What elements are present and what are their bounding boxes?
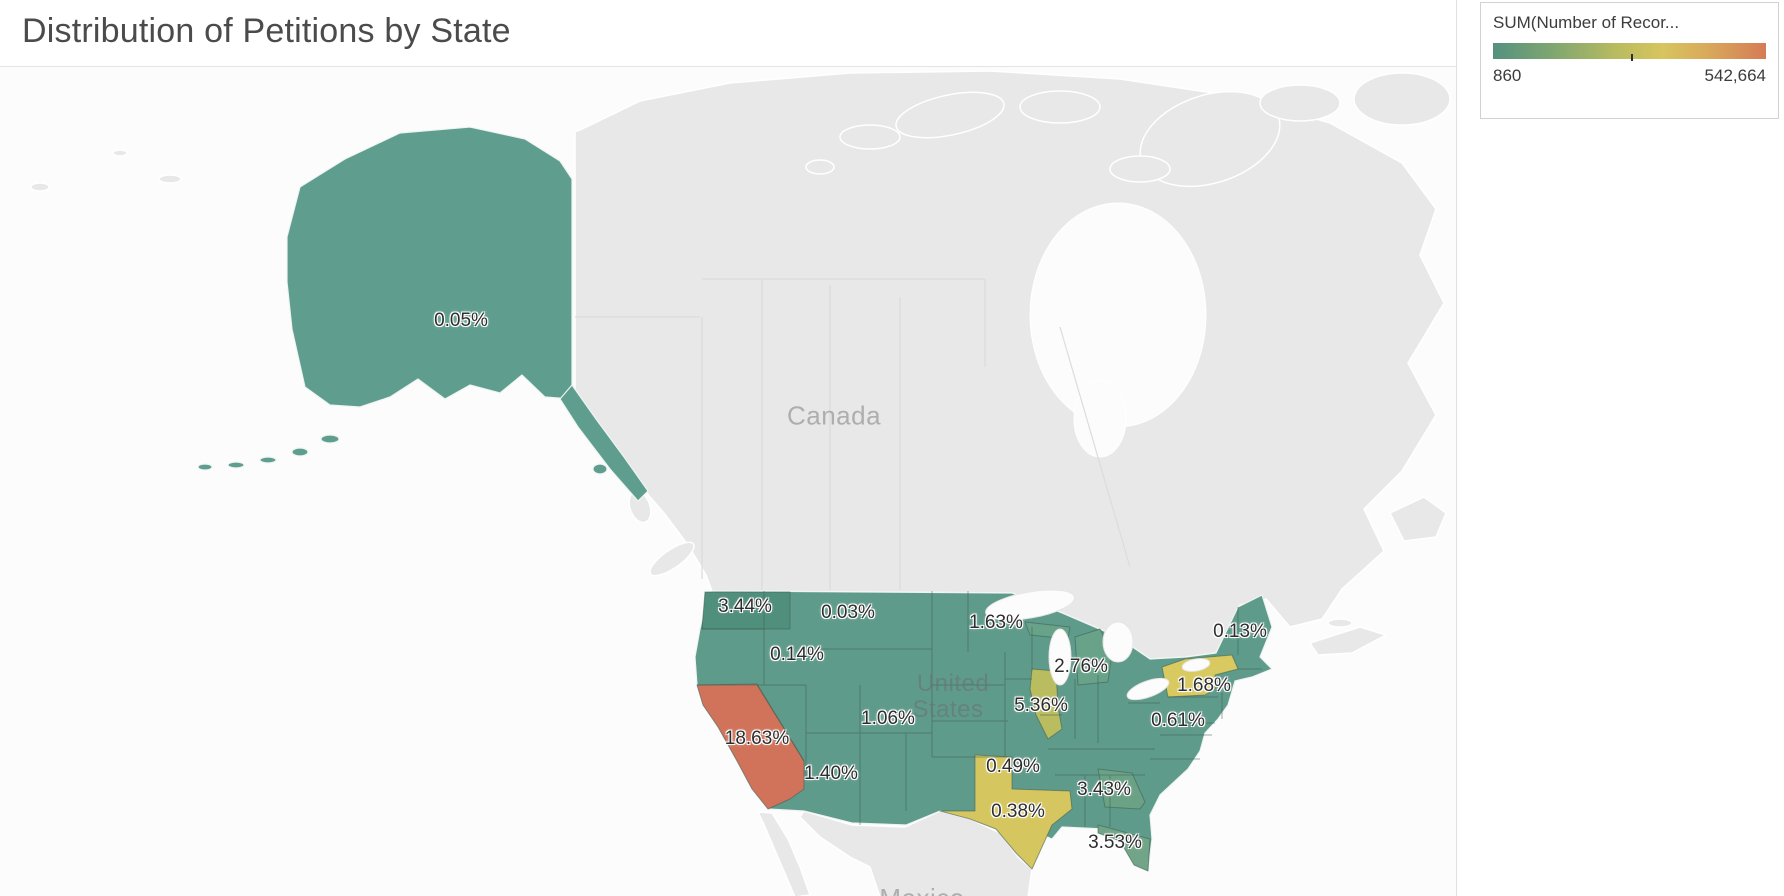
- legend-title: SUM(Number of Recor...: [1493, 13, 1680, 32]
- legend-max-value: 542,664: [1704, 66, 1766, 85]
- legend-gradient-bar[interactable]: [1493, 43, 1766, 61]
- canada-landmass: [30, 70, 1451, 660]
- color-legend[interactable]: SUM(Number of Recor... 860 542,664: [1480, 2, 1779, 119]
- north-america-map[interactable]: [0, 67, 1456, 896]
- legend-min-value: 860: [1493, 66, 1522, 85]
- us-state-borders: [697, 591, 1262, 827]
- legend-range-labels: 860 542,664: [1493, 66, 1766, 86]
- state-shape-alaska[interactable]: [197, 126, 649, 502]
- hudson-bay: [1029, 202, 1207, 458]
- great-lakes: [985, 589, 1211, 701]
- state-shape-new-york[interactable]: [1161, 654, 1239, 698]
- page-title: Distribution of Petitions by State: [22, 12, 511, 50]
- mexico-landmass: [757, 810, 1033, 896]
- state-shape-florida[interactable]: [1097, 824, 1151, 872]
- state-shape-texas[interactable]: [939, 754, 1073, 870]
- right-panel: SUM(Number of Recor... 860 542,664: [1456, 0, 1784, 896]
- state-shape-washington[interactable]: [701, 591, 791, 630]
- map-canvas[interactable]: Canada United States Mexico 0.05% 3.44% …: [0, 66, 1456, 896]
- legend-tick-mark: [1630, 54, 1633, 61]
- canada-province-borders: [575, 278, 1131, 590]
- header: Distribution of Petitions by State: [0, 0, 1456, 66]
